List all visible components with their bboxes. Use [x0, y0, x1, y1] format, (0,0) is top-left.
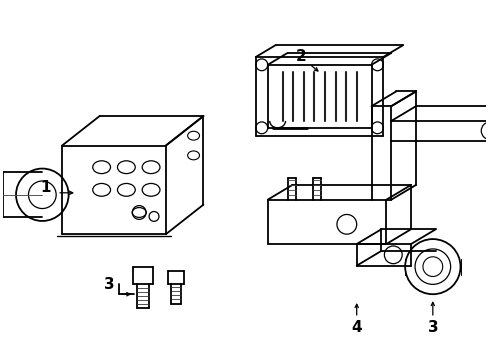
Text: 3: 3	[104, 277, 115, 292]
Text: 2: 2	[295, 49, 306, 64]
Text: 1: 1	[40, 180, 50, 195]
Text: 3: 3	[427, 320, 437, 335]
Text: 4: 4	[351, 320, 361, 335]
